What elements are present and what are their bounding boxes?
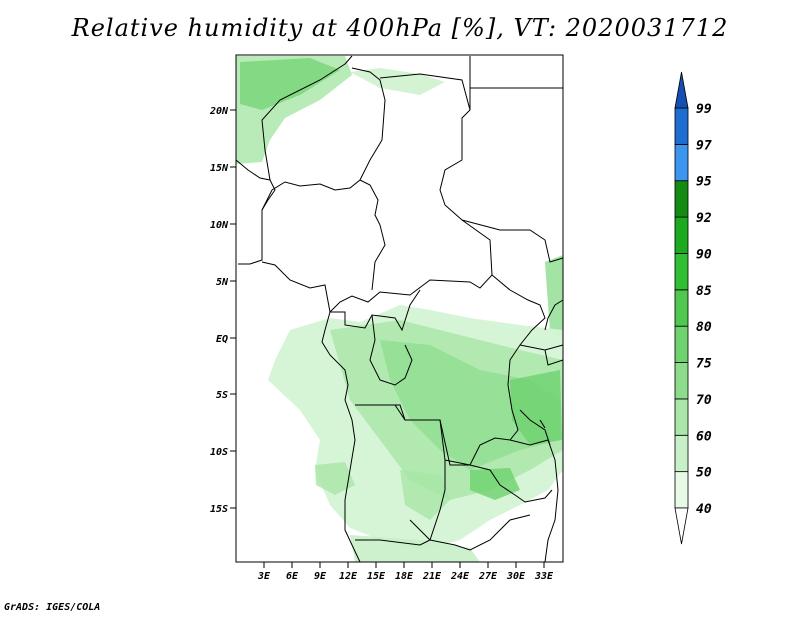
- colorbar: 40 50 60 70 75 80 85 90 92 95 97 99: [674, 71, 712, 545]
- colorbar-segment: [674, 362, 689, 400]
- colorbar-label: 75: [696, 357, 712, 372]
- colorbar-segment: [674, 143, 689, 182]
- colorbar-label: 85: [696, 284, 712, 299]
- latitude-axis: 20N 15N 10N 5N EQ 5S 10S 15S: [209, 106, 236, 515]
- longitude-axis: 3E 6E 9E 12E 15E 18E 21E 24E 27E 30E 33E: [257, 562, 554, 582]
- colorbar-label: 92: [696, 211, 712, 226]
- lat-label-15n: 15N: [210, 163, 229, 174]
- lon-label-15e: 15E: [367, 571, 386, 582]
- colorbar-segment: [674, 434, 689, 473]
- grads-credit: GrADS: IGES/COLA: [4, 602, 101, 613]
- lon-label-33e: 33E: [534, 571, 554, 582]
- colorbar-label: 70: [696, 393, 712, 408]
- colorbar-segment: [674, 180, 689, 218]
- map-title: Relative humidity at 400hPa [%], VT: 202…: [71, 14, 729, 42]
- colorbar-label: 60: [696, 429, 712, 444]
- lat-label-5s: 5S: [216, 390, 228, 401]
- colorbar-label: 99: [696, 102, 712, 117]
- country-borders: [235, 55, 564, 563]
- lat-label-5n: 5N: [216, 277, 229, 288]
- lon-label-21e: 21E: [422, 571, 442, 582]
- lon-label-24e: 24E: [450, 571, 470, 582]
- lat-label-10s: 10S: [210, 447, 228, 458]
- humidity-shading: [236, 56, 563, 562]
- lon-label-9e: 9E: [314, 571, 327, 582]
- lon-label-3e: 3E: [257, 571, 271, 582]
- colorbar-segment: [674, 253, 689, 291]
- colorbar-label: 95: [696, 175, 712, 190]
- colorbar-label: 90: [696, 247, 712, 262]
- colorbar-low-triangle: [674, 507, 689, 545]
- lon-label-27e: 27E: [478, 571, 498, 582]
- colorbar-label: 80: [696, 320, 712, 335]
- lat-label-10n: 10N: [210, 220, 229, 231]
- colorbar-segment: [674, 471, 689, 509]
- colorbar-high-triangle: [674, 71, 689, 109]
- lat-label-20n: 20N: [209, 106, 229, 117]
- colorbar-segment: [674, 398, 689, 436]
- colorbar-label: 97: [696, 138, 712, 153]
- colorbar-segment: [674, 325, 689, 363]
- colorbar-label: 50: [696, 466, 712, 481]
- colorbar-segment: [674, 289, 689, 327]
- lat-label-15s: 15S: [210, 504, 228, 515]
- colorbar-segment: [674, 107, 689, 145]
- lat-label-eq: EQ: [216, 334, 228, 345]
- lon-label-18e: 18E: [395, 571, 414, 582]
- map-frame: [235, 54, 564, 563]
- colorbar-segment: [674, 216, 689, 254]
- lon-label-12e: 12E: [339, 571, 358, 582]
- colorbar-label: 40: [696, 502, 712, 517]
- lon-label-30e: 30E: [506, 571, 526, 582]
- lon-label-6e: 6E: [286, 571, 299, 582]
